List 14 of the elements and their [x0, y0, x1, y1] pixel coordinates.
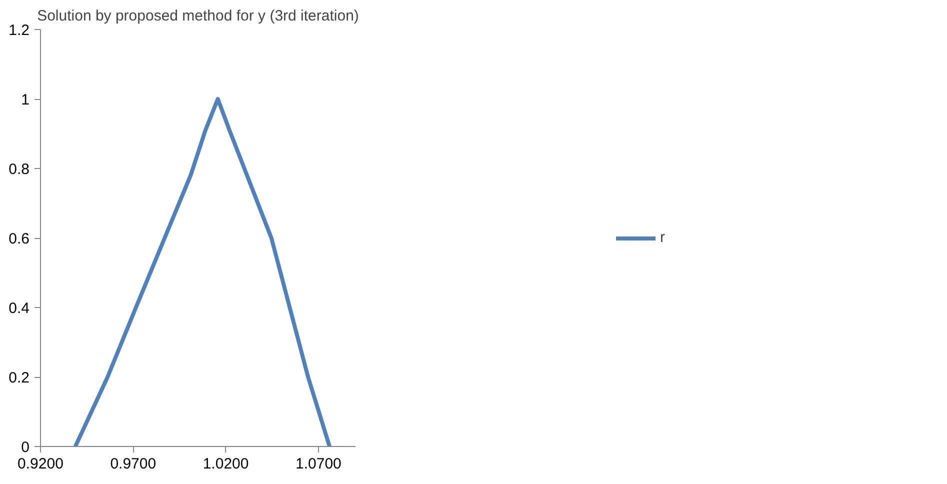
- y-tick-label: 0.8: [8, 161, 30, 178]
- y-tick-label: 1: [21, 92, 30, 108]
- line-series: [73, 97, 332, 446]
- x-tick-label: 1.0700: [296, 456, 342, 472]
- x-tick-label: 0.9200: [18, 456, 64, 472]
- x-tick-label: 0.9700: [110, 456, 156, 472]
- chart-title: Solution by proposed method for y (3rd iteration): [37, 8, 359, 24]
- y-tick-label: 0.4: [8, 300, 30, 317]
- y-tick-label: 0: [21, 439, 30, 456]
- x-tick-label: 1.0200: [202, 456, 249, 472]
- legend-label: r: [660, 229, 666, 246]
- y-tick-label: 1.2: [8, 22, 30, 39]
- y-tick-label: 0.6: [8, 230, 30, 248]
- y-tick-label: 0.2: [8, 370, 30, 386]
